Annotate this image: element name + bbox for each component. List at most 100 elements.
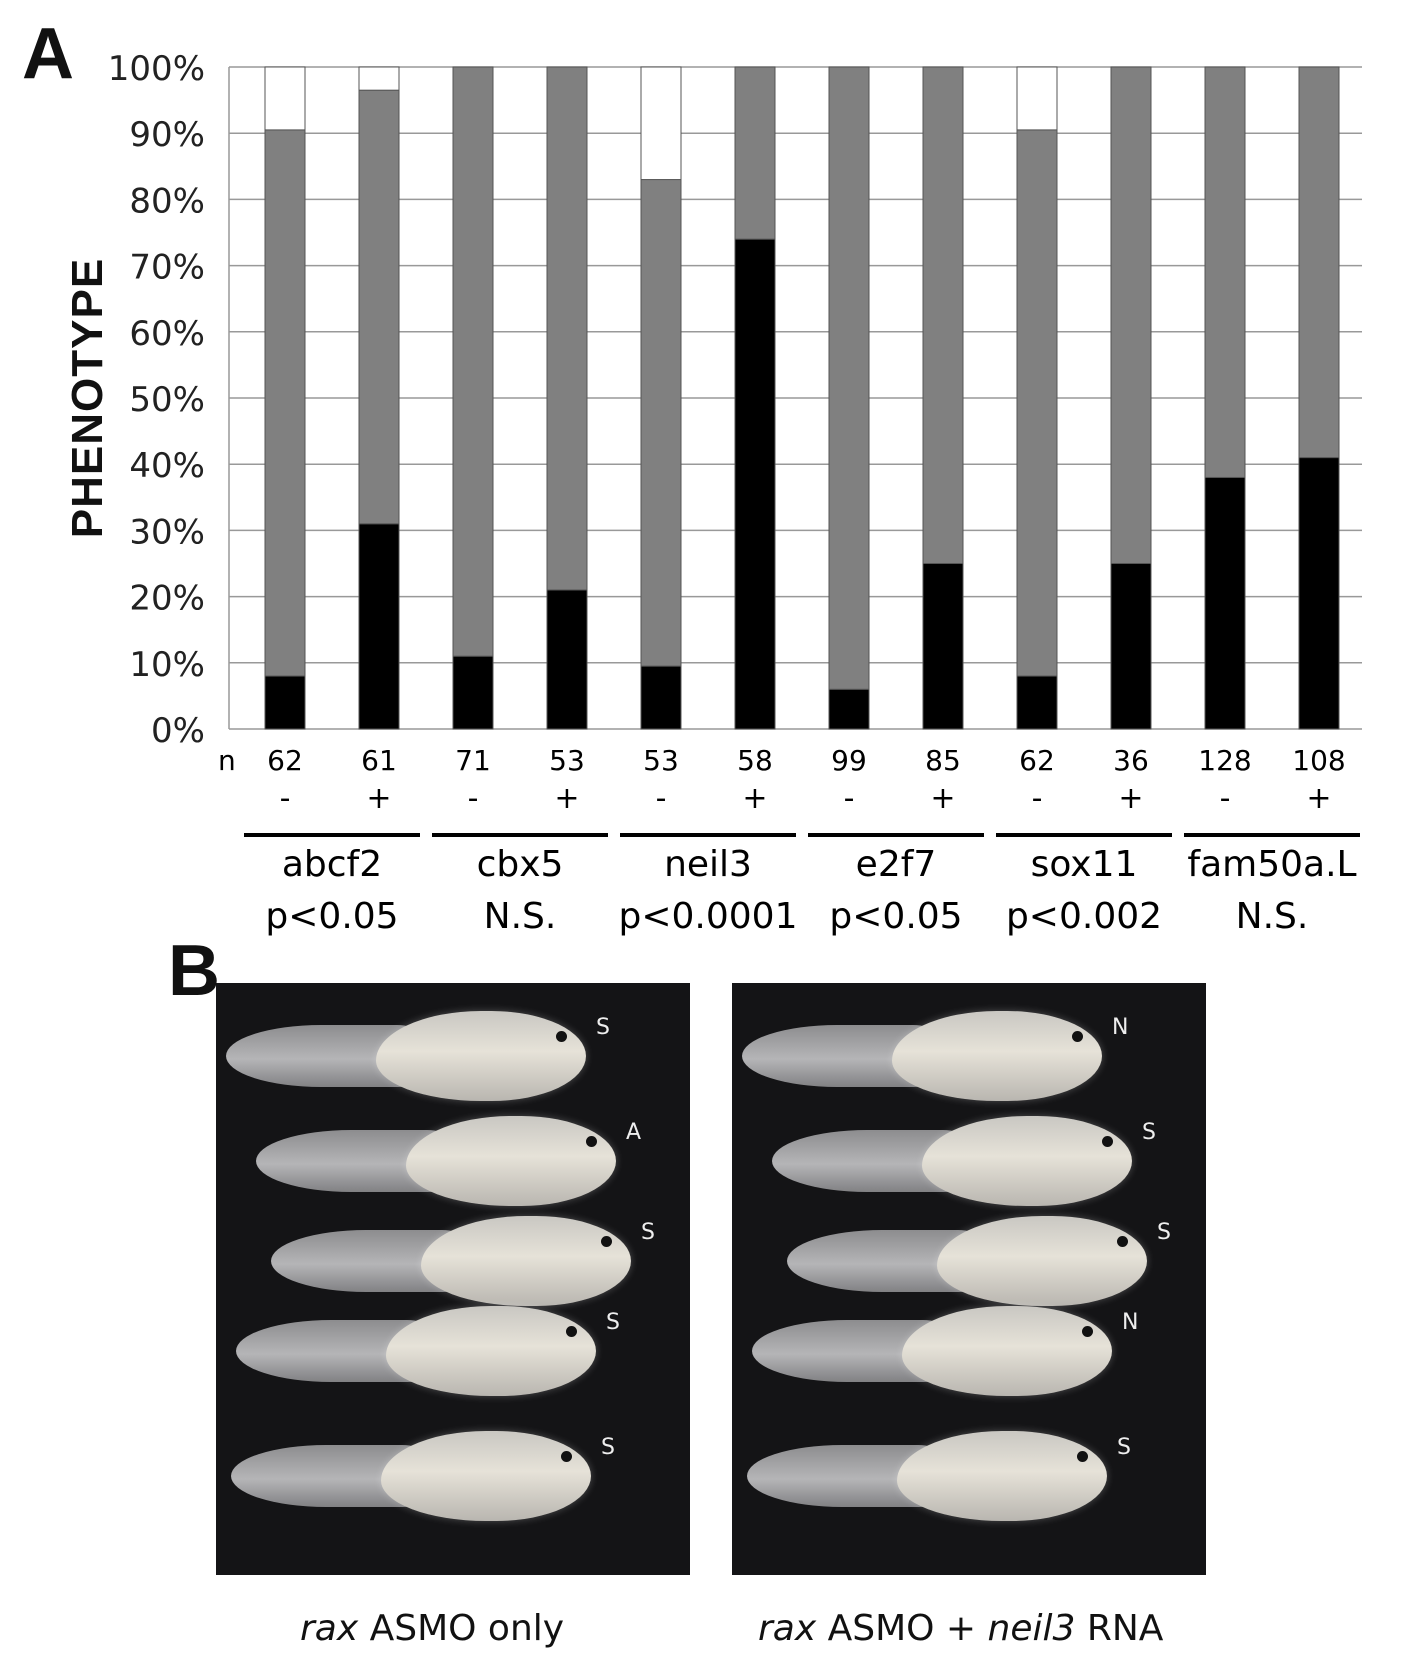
treatment-sign: + [554, 781, 579, 816]
p-value-label: N.S. [484, 896, 557, 937]
tadpole-body [937, 1216, 1147, 1306]
bar-segment-black [828, 688, 870, 730]
tadpole-body [902, 1306, 1112, 1396]
bar-segment-gray [640, 179, 682, 667]
tadpole-body [376, 1011, 586, 1101]
phenotype-letter: N [1112, 1015, 1129, 1040]
phenotype-letter: S [1157, 1220, 1171, 1245]
tadpole-eye [1077, 1451, 1088, 1462]
gene-label: abcf2 [282, 844, 382, 885]
tadpole-body [922, 1116, 1132, 1206]
bar-segment-gray [1110, 66, 1152, 564]
n-value: 62 [1019, 744, 1055, 777]
bar-segment-white [1016, 66, 1058, 131]
caption-left-text: ASMO only [358, 1608, 565, 1649]
gene-label: neil3 [664, 844, 752, 885]
tadpole-eye [561, 1451, 572, 1462]
p-value-label: p<0.0001 [619, 896, 798, 937]
phenotype-letter: S [606, 1310, 620, 1335]
phenotype-letter: A [626, 1120, 642, 1145]
bar-segment-white [640, 66, 682, 181]
tadpole-eye [1117, 1236, 1128, 1247]
stacked-bar-chart: 0% 10% 20% 30% 40% 50% 60% 70% 80% 90% 100% 62 - 61 +7… [108, 49, 1362, 937]
treatment-sign: - [1220, 781, 1231, 816]
bar-segment-black [1298, 457, 1340, 730]
bar-segment-black [452, 655, 494, 730]
gene-label: cbx5 [477, 844, 564, 885]
y-tick-label: 100% [108, 49, 205, 89]
n-value: 108 [1292, 744, 1345, 777]
y-tick-label: 20% [129, 579, 205, 619]
bar-segment-black [546, 589, 588, 730]
y-tick-label: 0% [151, 711, 205, 751]
phenotype-letter: S [1117, 1435, 1131, 1460]
bar-segment-black [1016, 675, 1058, 730]
n-value: 61 [361, 744, 397, 777]
y-tick-label: 30% [129, 512, 205, 552]
treatment-sign: - [844, 781, 855, 816]
n-value: 36 [1113, 744, 1149, 777]
p-value-label: p<0.05 [829, 896, 962, 937]
tadpole-body [406, 1116, 616, 1206]
bar-segment-gray [734, 66, 776, 240]
bar-segment-black [640, 665, 682, 730]
gene-label: sox11 [1031, 844, 1138, 885]
caption-right-italic: rax [758, 1608, 817, 1649]
caption-right-mid: ASMO + [816, 1608, 988, 1649]
caption-right-text: RNA [1075, 1608, 1164, 1649]
tadpole-eye [556, 1031, 567, 1042]
photo-rax-asmo-neil3: N S S N S [732, 983, 1206, 1575]
n-value: 53 [643, 744, 679, 777]
n-value: 58 [737, 744, 773, 777]
phenotype-letter: S [1142, 1120, 1156, 1145]
treatment-sign: + [742, 781, 767, 816]
treatment-sign: - [656, 781, 667, 816]
bar-segment-black [734, 238, 776, 730]
gene-label: fam50a.L [1187, 844, 1356, 885]
tadpole-body [897, 1431, 1107, 1521]
caption-right-italic2: neil3 [987, 1608, 1076, 1649]
y-tick-label: 50% [129, 380, 205, 420]
treatment-sign: + [1306, 781, 1331, 816]
n-label: n [218, 744, 236, 777]
tadpole-body [892, 1011, 1102, 1101]
tadpole-eye [586, 1136, 597, 1147]
n-value: 99 [831, 744, 867, 777]
n-value: 62 [267, 744, 303, 777]
tadpole-eye [601, 1236, 612, 1247]
y-tick-label: 60% [129, 314, 205, 354]
treatment-sign: + [366, 781, 391, 816]
bar-segment-gray [1298, 66, 1340, 459]
bar-segment-white [264, 66, 306, 131]
y-tick-label: 10% [129, 645, 205, 685]
bar-segment-black [1204, 476, 1246, 730]
caption-left: rax ASMO only [300, 1608, 564, 1649]
y-tick-label: 90% [129, 115, 205, 155]
caption-left-italic: rax [300, 1608, 359, 1649]
tadpole-eye [566, 1326, 577, 1337]
treatment-sign: + [1118, 781, 1143, 816]
bar-segment-black [922, 563, 964, 730]
bar-segment-gray [828, 66, 870, 690]
treatment-sign: + [930, 781, 955, 816]
bar-segment-gray [1204, 66, 1246, 478]
bar-segment-gray [922, 66, 964, 564]
tadpole-body [381, 1431, 591, 1521]
tadpole-body [386, 1306, 596, 1396]
treatment-sign: - [1032, 781, 1043, 816]
tadpole-body [421, 1216, 631, 1306]
tadpole-eye [1102, 1136, 1113, 1147]
bar-segment-gray [358, 89, 400, 525]
bar-segment-gray [264, 129, 306, 677]
bar-segment-black [358, 523, 400, 730]
phenotype-letter: N [1122, 1310, 1139, 1335]
caption-right: rax ASMO + neil3 RNA [758, 1608, 1163, 1649]
bar-segment-gray [452, 66, 494, 657]
bar-segment-white [358, 66, 400, 91]
bar-segment-black [1110, 563, 1152, 730]
n-value: 53 [549, 744, 585, 777]
bar-segment-black [264, 675, 306, 730]
n-value: 128 [1198, 744, 1251, 777]
panel-a-label: A [22, 14, 74, 94]
